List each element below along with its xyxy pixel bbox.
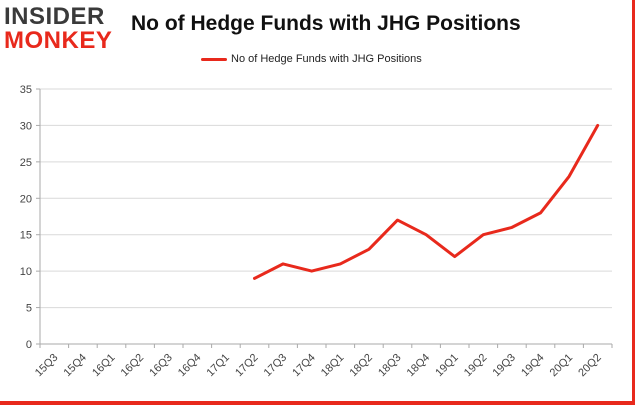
y-tick-label: 15 <box>20 230 32 242</box>
logo-line-2: MONKEY <box>4 27 113 54</box>
legend-swatch <box>201 57 227 61</box>
x-tick-label: 16Q3 <box>147 352 175 380</box>
x-tick-label: 16Q1 <box>90 352 118 380</box>
chart-legend: No of Hedge Funds with JHG Positions <box>201 53 422 65</box>
chart-title: No of Hedge Funds with JHG Positions <box>131 12 521 35</box>
y-tick-label: 30 <box>20 120 32 132</box>
x-tick-label: 16Q4 <box>176 352 204 380</box>
y-tick-label: 5 <box>26 303 32 315</box>
x-tick-label: 16Q2 <box>119 352 147 380</box>
grid-lines <box>40 88 612 309</box>
y-tick-label: 20 <box>20 193 32 205</box>
x-tick-label: 20Q2 <box>576 352 604 380</box>
y-tick-label: 10 <box>20 266 32 278</box>
x-tick-label: 19Q1 <box>433 352 461 380</box>
series-lines <box>253 123 600 280</box>
x-tick-label: 19Q2 <box>462 352 490 380</box>
x-tick-label: 18Q1 <box>319 352 347 380</box>
x-tick-label: 19Q4 <box>519 352 547 380</box>
x-tick-label: 18Q4 <box>405 352 433 380</box>
x-tick-label: 17Q2 <box>233 352 261 380</box>
x-tick-label: 17Q4 <box>290 352 318 380</box>
x-tick-label: 15Q4 <box>61 352 89 380</box>
x-tick-label: 15Q3 <box>33 352 61 380</box>
y-tick-labels: 0 5 10 15 20 25 30 35 <box>20 84 32 351</box>
x-tick-label: 18Q2 <box>347 352 375 380</box>
y-tick-label: 35 <box>20 84 32 96</box>
x-tick-labels: 15Q3 15Q4 16Q1 16Q2 16Q3 16Q4 17Q1 17Q2 17Q3 17Q4… <box>33 352 604 380</box>
x-tick-label: 18Q3 <box>376 352 404 380</box>
x-tick-label: 20Q1 <box>548 352 576 380</box>
legend-label: No of Hedge Funds with JHG Positions <box>231 53 422 65</box>
axes <box>36 88 613 348</box>
insider-monkey-logo: INSIDER MONKEY <box>4 5 116 53</box>
x-tick-label: 17Q1 <box>204 352 232 380</box>
x-tick-label: 19Q3 <box>490 352 518 380</box>
logo-line-1: INSIDER <box>4 3 105 30</box>
y-tick-label: 0 <box>26 339 32 351</box>
y-tick-label: 25 <box>20 157 32 169</box>
series-line <box>253 123 600 280</box>
x-tick-label: 17Q3 <box>262 352 290 380</box>
